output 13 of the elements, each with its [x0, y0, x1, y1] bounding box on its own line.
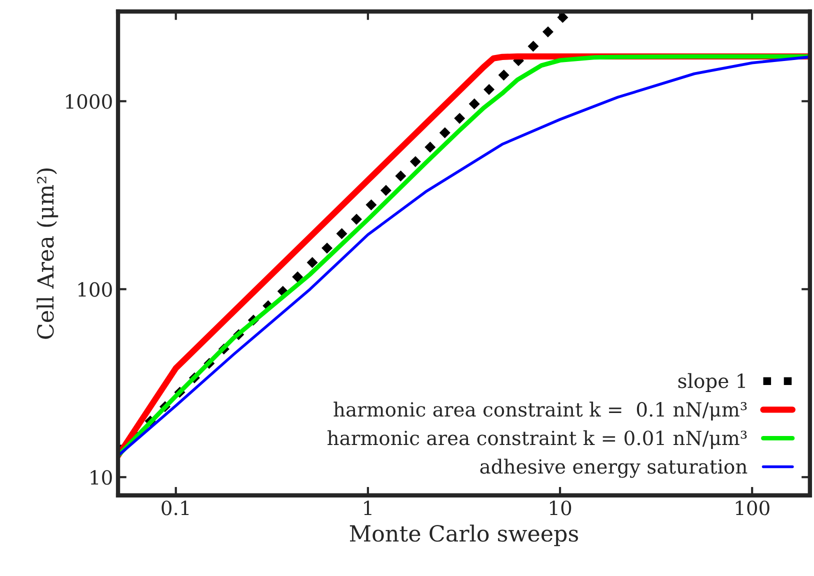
y-tick-label: 10 — [90, 470, 112, 485]
legend-label: adhesive energy saturation — [480, 458, 748, 478]
x-tick-label: 100 — [736, 500, 770, 516]
x-tick-label: 1 — [364, 500, 372, 515]
x-tick-label: 0.1 — [162, 500, 189, 516]
y-axis-title: Cell Area (μm²) — [36, 168, 58, 339]
x-tick-label: 10 — [550, 500, 572, 516]
legend-label: slope 1 — [678, 373, 745, 392]
x-axis-title: Monte Carlo sweeps — [350, 524, 578, 546]
y-tick-label: 1000 — [66, 94, 112, 109]
legend-label: harmonic area constraint k = 0.1 nN/μm³ — [334, 402, 747, 420]
legend-label: harmonic area constraint k = 0.01 nN/μm³ — [327, 430, 747, 450]
y-tick-label: 100 — [78, 282, 112, 297]
